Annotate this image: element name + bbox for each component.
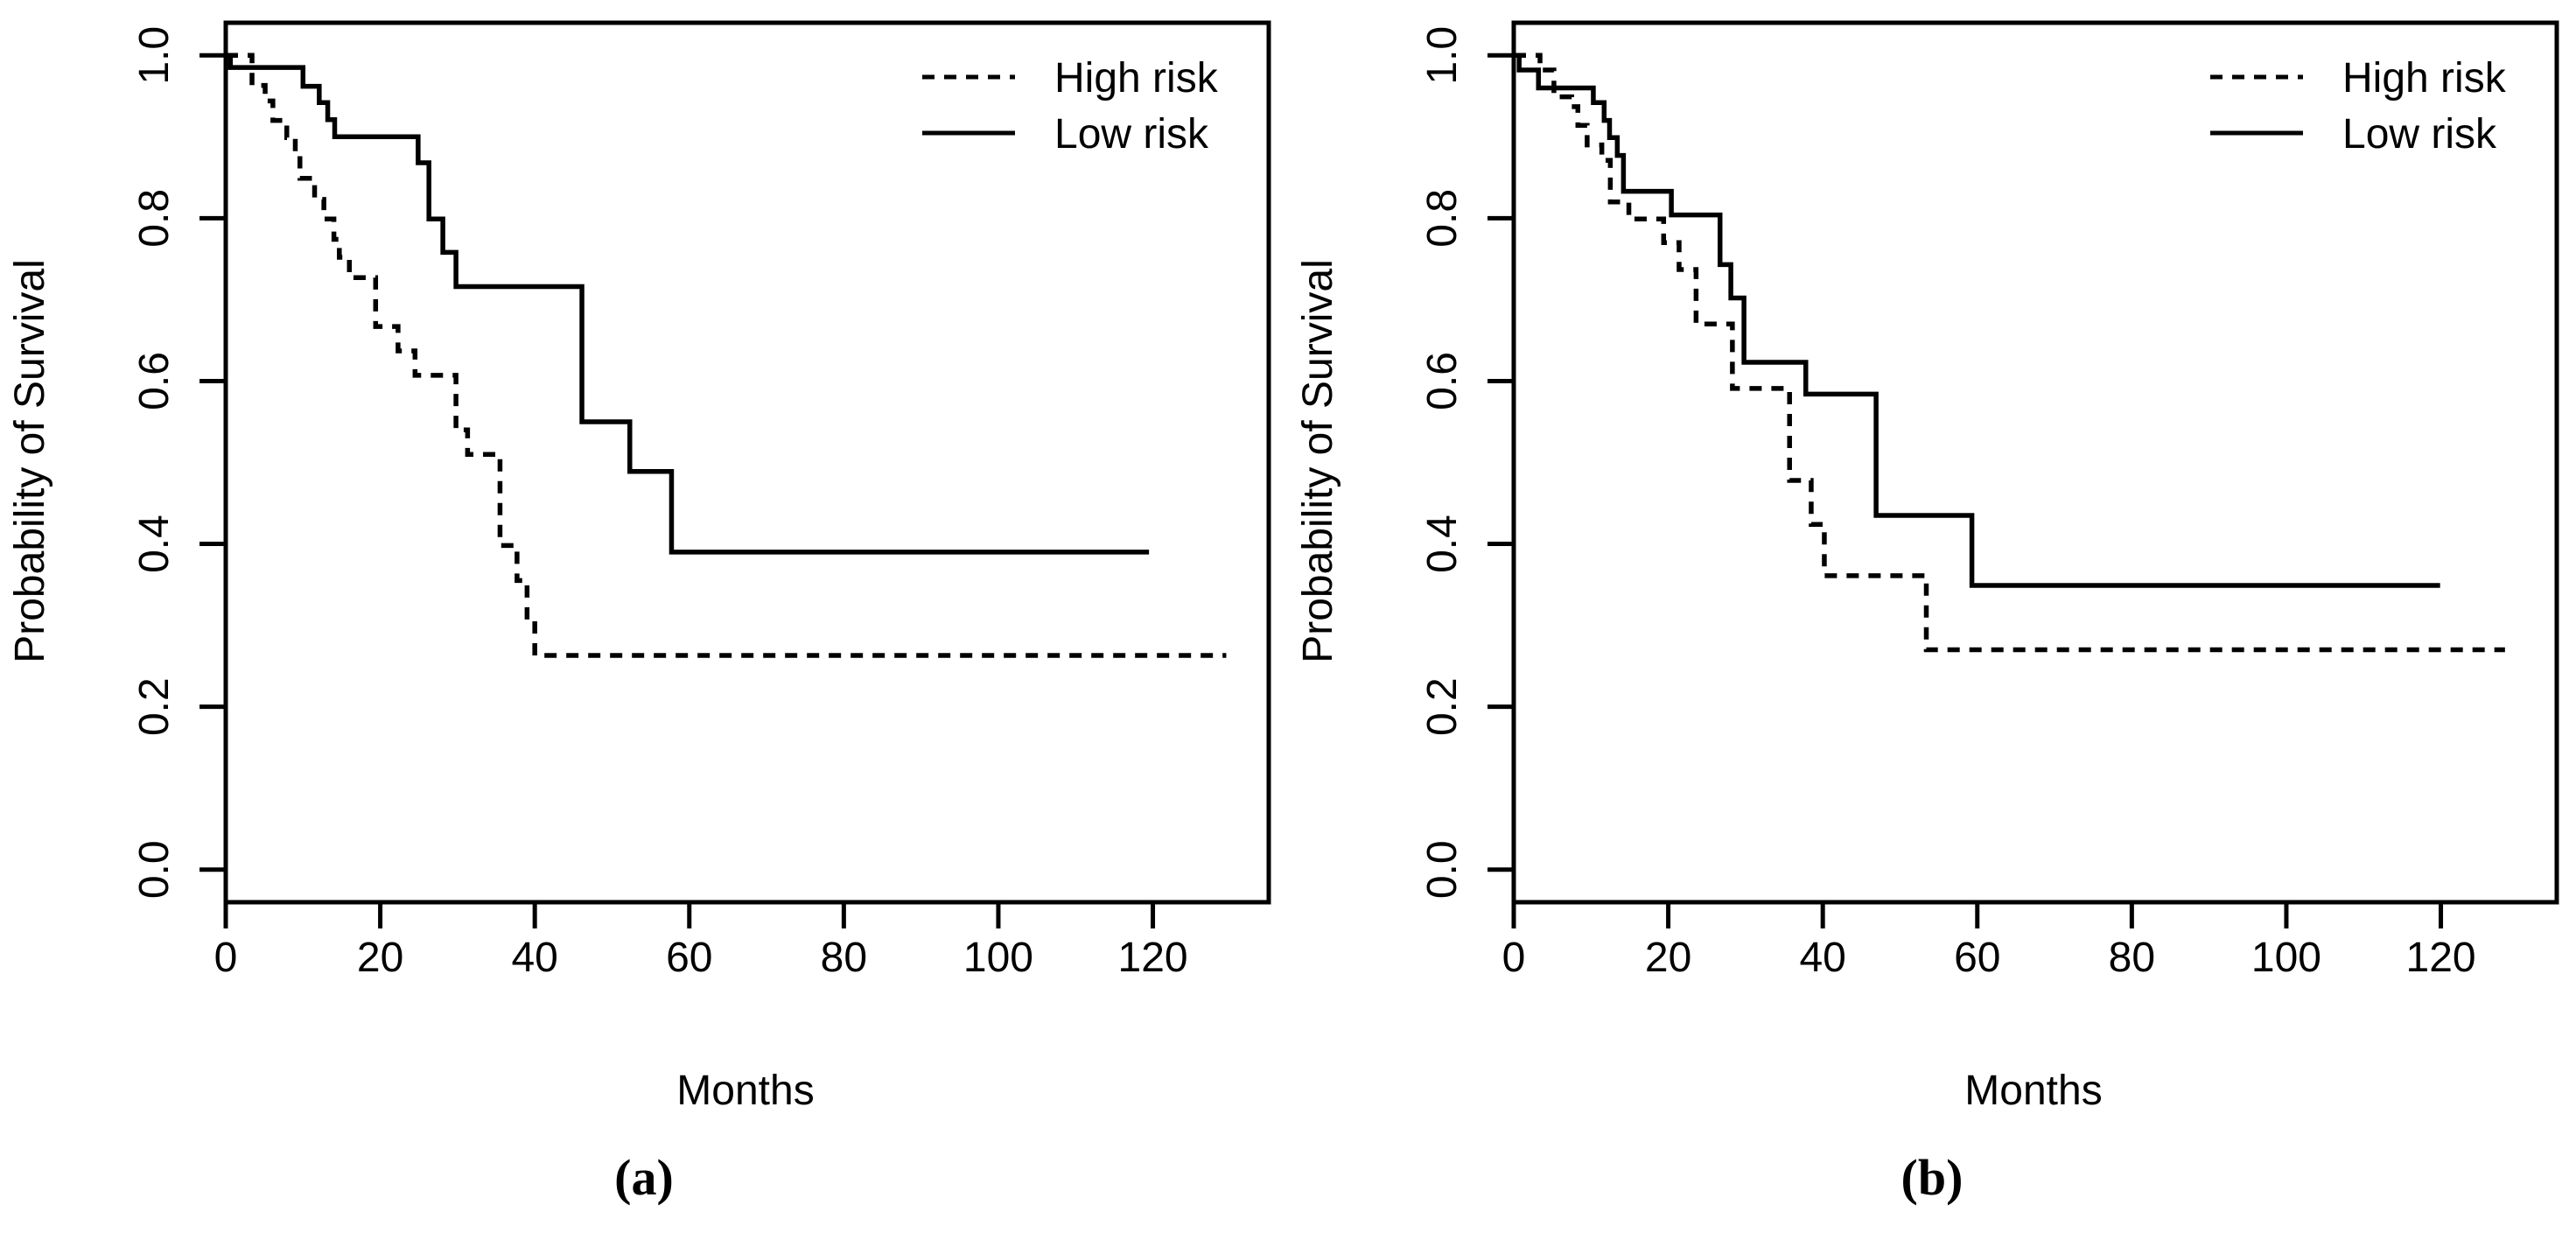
x-tick-label: 0	[1502, 935, 1526, 981]
x-tick-label: 120	[1118, 935, 1188, 981]
panel-caption: (a)	[614, 1149, 674, 1206]
legend: High risk Low risk	[2210, 55, 2507, 158]
y-tick-label: 0.6	[1419, 352, 1466, 410]
x-tick-label: 60	[1954, 935, 2000, 981]
high-risk-curve	[226, 53, 1227, 658]
low-risk-curve	[226, 53, 1150, 555]
panel-a-plot: 0 20 40 60 80 100 120 0.0 0.2 0.4 0.6 0.8 1.0 Probab…	[7, 20, 1271, 1206]
panel-b: 0 20 40 60 80 100 120 0.0 0.2 0.4 0.6 0.8 1.0 Probab…	[1288, 0, 2576, 1233]
plot-box	[1511, 20, 2559, 905]
y-tick-label: 0.6	[131, 352, 178, 410]
x-axis-title: Months	[1964, 1068, 2102, 1114]
y-tick-label: 0.4	[1419, 515, 1466, 573]
x-tick-label: 40	[1799, 935, 1845, 981]
y-tick-label: 0.8	[131, 189, 178, 248]
y-axis-title: Probability of Survival	[7, 259, 53, 663]
y-tick-label: 0.0	[131, 840, 178, 899]
y-tick-label: 1.0	[131, 26, 178, 85]
x-tick-label: 100	[963, 935, 1033, 981]
x-tick-label: 120	[2406, 935, 2476, 981]
y-tick-label: 0.8	[1419, 189, 1466, 248]
x-axis-title: Months	[676, 1068, 814, 1114]
x-tick-label: 80	[821, 935, 867, 981]
x-tick-label: 20	[357, 935, 403, 981]
panel-a: 0 20 40 60 80 100 120 0.0 0.2 0.4 0.6 0.8 1.0 Probab…	[7, 20, 1271, 1206]
legend-label-low-risk: Low risk	[1054, 111, 1209, 158]
high-risk-curve	[1514, 53, 2505, 653]
low-risk-curve	[1514, 53, 2440, 588]
x-tick-label: 100	[2251, 935, 2321, 981]
y-tick-label: 0.2	[1419, 677, 1466, 736]
y-tick-label: 0.2	[131, 677, 178, 736]
legend-label-high-risk: High risk	[2342, 55, 2507, 102]
y-tick-label: 1.0	[1419, 26, 1466, 85]
y-tick-label: 0.0	[1419, 840, 1466, 899]
y-tick-label: 0.4	[131, 515, 178, 573]
legend: High risk Low risk	[922, 55, 1219, 158]
x-tick-label: 40	[511, 935, 557, 981]
x-tick-label: 20	[1645, 935, 1691, 981]
x-tick-label: 80	[2109, 935, 2155, 981]
legend-label-low-risk: Low risk	[2342, 111, 2497, 158]
x-tick-label: 0	[214, 935, 238, 981]
x-tick-label: 60	[666, 935, 712, 981]
panel-b-plot: 0 20 40 60 80 100 120 0.0 0.2 0.4 0.6 0.8 1.0 Probab…	[1295, 20, 2559, 1206]
y-axis-title: Probability of Survival	[1295, 259, 1341, 663]
legend-label-high-risk: High risk	[1054, 55, 1219, 102]
panel-caption: (b)	[1901, 1149, 1964, 1206]
plot-box	[223, 20, 1271, 905]
